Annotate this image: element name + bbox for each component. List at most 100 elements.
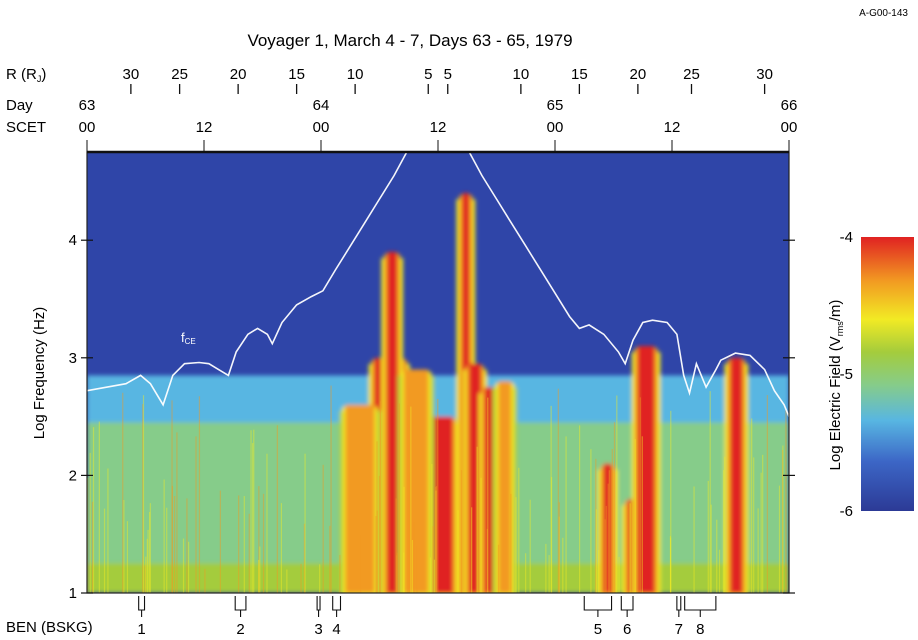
noise-streak	[378, 475, 381, 593]
intensity-band	[469, 363, 481, 593]
radius-tick-label: 30	[123, 66, 140, 83]
radius-tick-label: 20	[630, 66, 647, 83]
scet-tick-label: 00	[79, 119, 96, 136]
noise-streak	[360, 534, 362, 593]
noise-streak	[707, 480, 709, 593]
noise-streak	[376, 510, 378, 593]
noise-streak	[431, 463, 433, 593]
noise-streak	[91, 501, 94, 593]
noise-streak	[618, 556, 620, 593]
noise-streak	[416, 545, 418, 593]
colorbar-tick-label: -5	[840, 366, 853, 383]
noise-streak	[693, 486, 695, 593]
chart-title: Voyager 1, March 4 - 7, Days 63 - 65, 19…	[247, 31, 572, 50]
noise-streak	[718, 549, 721, 593]
fce-label: fCE	[181, 330, 196, 346]
noise-streak	[460, 470, 463, 593]
scet-tick-label: 00	[547, 119, 564, 136]
noise-streak	[171, 485, 173, 593]
scet-tick-label: 12	[664, 119, 681, 136]
ben-event-label: 2	[236, 621, 244, 638]
scet-tick-label: 12	[196, 119, 213, 136]
scet-axis-label: SCET	[6, 119, 46, 136]
noise-streak	[379, 401, 382, 593]
figure-id: A-G00-143	[859, 8, 908, 19]
y-axis-ticks: 1 2 3 4	[69, 232, 795, 602]
noise-streak	[243, 496, 245, 593]
radius-tick-label: 10	[513, 66, 530, 83]
noise-streak	[437, 398, 439, 593]
ben-event-label: 5	[594, 621, 602, 638]
noise-streak	[510, 493, 512, 593]
radius-tick-label: 5	[444, 66, 452, 83]
noise-streak	[198, 396, 201, 593]
intensity-band	[603, 463, 612, 593]
noise-streak	[607, 483, 609, 593]
noise-streak	[557, 388, 559, 593]
noise-streak	[545, 543, 547, 593]
day-tick-label: 65	[547, 97, 564, 114]
noise-streak	[266, 453, 268, 593]
noise-streak	[407, 405, 409, 593]
ben-label: BEN (BSKG)	[6, 619, 93, 636]
noise-streak	[182, 538, 185, 593]
day-tick-label: 63	[79, 97, 96, 114]
noise-streak	[476, 446, 478, 593]
noise-streak	[781, 449, 784, 593]
noise-streak	[248, 513, 250, 593]
noise-streak	[87, 477, 89, 593]
noise-streak	[126, 521, 129, 593]
noise-streak	[376, 441, 378, 593]
noise-streak	[487, 397, 489, 593]
noise-streak	[195, 436, 197, 593]
ben-bracket	[583, 596, 613, 611]
spectrogram	[87, 152, 789, 593]
noise-streak	[670, 410, 672, 593]
noise-streak	[757, 508, 759, 593]
noise-streak	[92, 427, 95, 593]
noise-streak	[724, 456, 726, 593]
noise-streak	[411, 540, 414, 593]
noise-streak	[629, 503, 631, 593]
intensity-band	[498, 381, 512, 593]
y-tick-label: 4	[69, 232, 77, 249]
noise-streak	[751, 418, 753, 593]
radius-tick-label: 15	[288, 66, 305, 83]
ben-bracket	[684, 596, 717, 611]
noise-streak	[486, 528, 488, 593]
noise-streak	[258, 559, 260, 593]
noise-streak	[605, 505, 607, 593]
noise-streak	[148, 512, 151, 593]
noise-streak	[147, 529, 149, 593]
noise-streak	[166, 507, 168, 593]
radius-tick-label: 25	[171, 66, 188, 83]
radius-ticks: 30 25 20 15 10 5 5 10 15 20 25 30	[123, 66, 773, 94]
noise-streak	[410, 406, 412, 593]
ben-event-label: 1	[137, 621, 145, 638]
ben-bracket	[316, 596, 321, 611]
colorbar-tick-label: -4	[840, 229, 853, 246]
noise-streak	[565, 436, 567, 593]
noise-streak	[259, 546, 261, 593]
noise-streak	[329, 525, 331, 593]
noise-streak	[107, 468, 109, 593]
noise-streak	[611, 449, 613, 593]
ben-event-label: 7	[675, 621, 683, 638]
noise-streak	[304, 453, 306, 593]
day-tick-label: 64	[313, 97, 330, 114]
noise-streak	[171, 400, 173, 593]
fce-curve	[87, 152, 789, 417]
intensity-band	[387, 251, 398, 593]
noise-streak	[339, 554, 341, 593]
noise-streak	[187, 541, 190, 593]
noise-streak	[322, 464, 324, 593]
noise-streak	[616, 395, 618, 593]
noise-streak	[670, 537, 672, 593]
intensity-band	[345, 404, 375, 593]
noise-streak	[144, 565, 146, 593]
noise-streak	[396, 555, 398, 593]
noise-streak	[608, 470, 610, 593]
noise-streak	[709, 391, 711, 593]
noise-streak	[562, 537, 564, 593]
noise-streak	[550, 477, 553, 593]
